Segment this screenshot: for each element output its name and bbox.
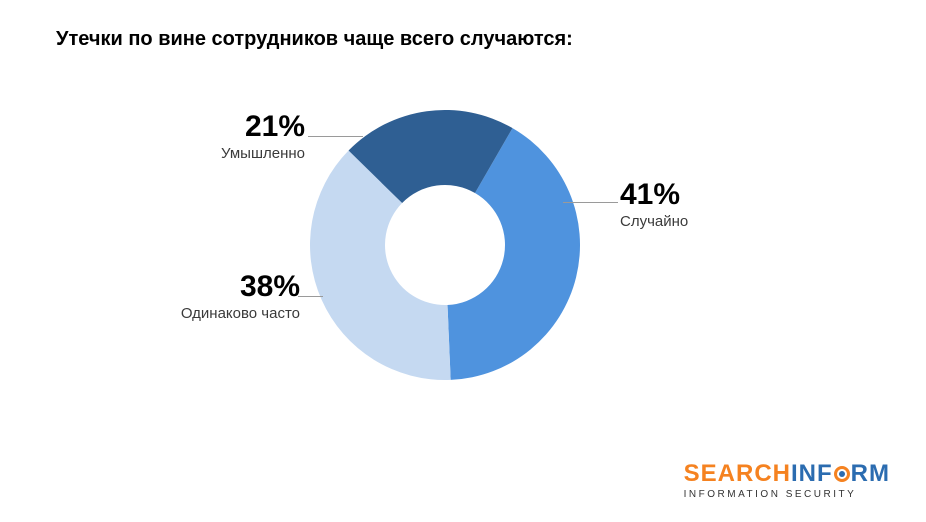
logo-o-icon <box>834 466 850 482</box>
leader-line <box>298 296 323 297</box>
slice-label-equally: 38% Одинаково часто <box>140 270 300 322</box>
logo-part-rm: RM <box>851 460 890 487</box>
slice-pct-equally: 38% <box>140 270 300 303</box>
slice-text-equally: Одинаково часто <box>140 305 300 322</box>
logo-part-search: SEARCH <box>684 460 791 487</box>
chart-area: 41% Случайно 21% Умышленно 38% Одинаково… <box>0 80 926 460</box>
logo-subtitle: INFORMATION SECURITY <box>684 489 890 500</box>
slice-label-intentional: 21% Умышленно <box>180 110 305 162</box>
logo-part-inf: INF <box>791 460 833 487</box>
slice-text-accidental: Случайно <box>620 213 688 230</box>
donut-chart <box>310 110 580 380</box>
slice-pct-intentional: 21% <box>180 110 305 143</box>
slice-pct-accidental: 41% <box>620 178 688 211</box>
chart-title: Утечки по вине сотрудников чаще всего сл… <box>56 28 573 51</box>
brand-logo: SEARCHINF RM INFORMATION SECURITY <box>684 462 890 500</box>
slice-text-intentional: Умышленно <box>180 145 305 162</box>
leader-line <box>563 202 618 203</box>
leader-line <box>308 136 363 137</box>
logo-text: SEARCHINF RM <box>684 462 890 486</box>
slice-label-accidental: 41% Случайно <box>620 178 688 230</box>
